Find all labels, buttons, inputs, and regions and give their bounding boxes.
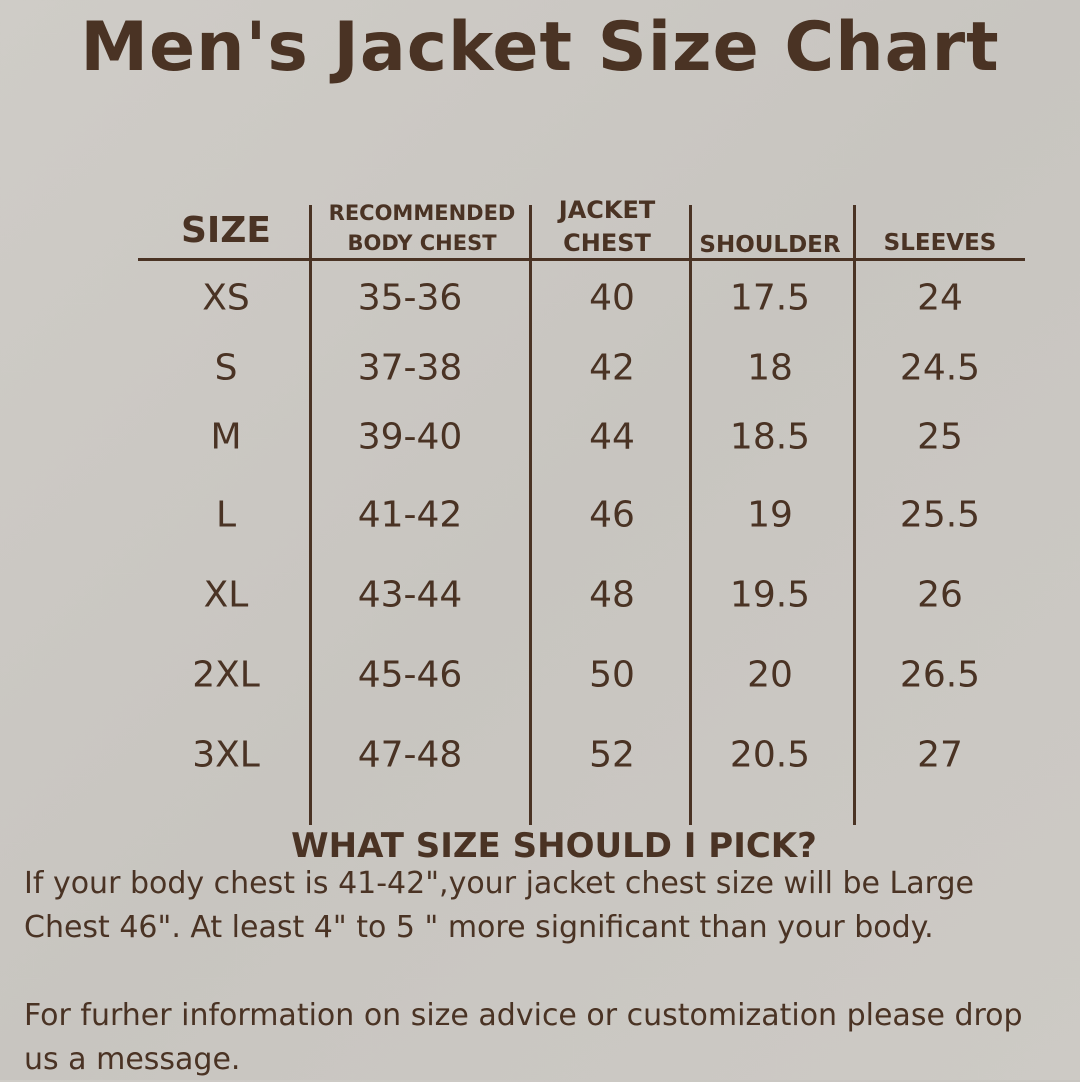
cell-jacket-chest: 50 <box>589 654 635 696</box>
cell-jacket-chest: 42 <box>589 347 635 389</box>
cell-body-chest: 37-38 <box>357 347 463 389</box>
column-divider <box>309 205 312 825</box>
header-body-chest: RECOMMENDED BODY CHEST <box>329 198 516 258</box>
cell-size: 2XL <box>192 654 260 696</box>
header-sleeves: SLEEVES <box>883 230 997 256</box>
cell-jacket-chest: 48 <box>589 574 635 616</box>
cell-body-chest: 39-40 <box>357 416 463 458</box>
advice-line-1: If your body chest is 41-42",your jacket… <box>24 866 974 901</box>
advice-line-3: For furher information on size advice or… <box>24 998 1023 1033</box>
header-body-chest-line1: RECOMMENDED <box>328 201 516 225</box>
cell-shoulder: 19.5 <box>729 574 811 616</box>
cell-jacket-chest: 40 <box>589 277 635 319</box>
header-jacket-chest-line2: CHEST <box>563 229 651 257</box>
cell-sleeves: 25 <box>917 416 963 458</box>
column-divider <box>853 205 856 825</box>
cell-sleeves: 25.5 <box>899 494 981 536</box>
cell-size: M <box>210 416 242 458</box>
cell-size: 3XL <box>192 734 260 776</box>
header-body-chest-line2: BODY CHEST <box>347 231 497 255</box>
cell-size: XL <box>203 574 249 616</box>
cell-sleeves: 27 <box>917 734 963 776</box>
cell-body-chest: 43-44 <box>357 574 463 616</box>
advice-line-4: us a message. <box>24 1042 241 1077</box>
cell-sleeves: 24.5 <box>899 347 981 389</box>
advice-line-2: Chest 46". At least 4" to 5 " more signi… <box>24 910 934 945</box>
column-divider <box>529 205 532 825</box>
cell-body-chest: 45-46 <box>357 654 463 696</box>
cell-size: XS <box>202 277 250 319</box>
column-divider <box>689 205 692 825</box>
cell-sleeves: 24 <box>917 277 963 319</box>
cell-body-chest: 41-42 <box>357 494 463 536</box>
cell-body-chest: 47-48 <box>357 734 463 776</box>
cell-shoulder: 18.5 <box>729 416 811 458</box>
page-title: Men's Jacket Size Chart <box>80 8 1000 87</box>
header-jacket-chest-line1: JACKET <box>558 196 656 224</box>
cell-sleeves: 26.5 <box>899 654 981 696</box>
cell-jacket-chest: 46 <box>589 494 635 536</box>
cell-size: S <box>214 347 238 389</box>
cell-sleeves: 26 <box>917 574 963 616</box>
advice-heading: WHAT SIZE SHOULD I PICK? <box>291 826 817 866</box>
header-jacket-chest: JACKET CHEST <box>559 194 655 260</box>
cell-shoulder: 20.5 <box>729 734 811 776</box>
header-shoulder: SHOULDER <box>699 232 841 258</box>
cell-jacket-chest: 44 <box>589 416 635 458</box>
header-divider <box>138 258 1025 261</box>
header-size: SIZE <box>180 210 272 251</box>
cell-body-chest: 35-36 <box>357 277 463 319</box>
cell-jacket-chest: 52 <box>589 734 635 776</box>
cell-shoulder: 19 <box>747 494 793 536</box>
cell-shoulder: 17.5 <box>729 277 811 319</box>
cell-shoulder: 18 <box>747 347 793 389</box>
cell-shoulder: 20 <box>747 654 793 696</box>
cell-size: L <box>215 494 237 536</box>
